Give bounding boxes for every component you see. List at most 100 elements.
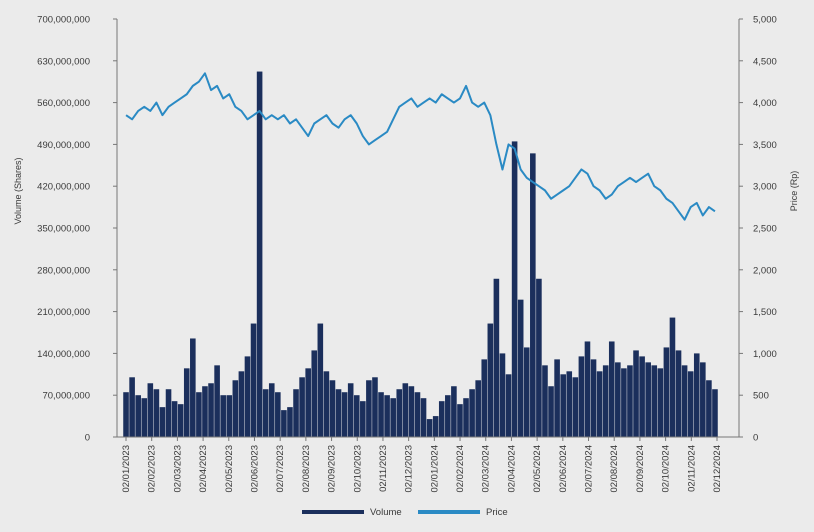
volume-bar bbox=[311, 350, 318, 437]
x-tick-label: 02/09/2024 bbox=[635, 445, 646, 493]
volume-bar bbox=[493, 278, 500, 437]
x-tick-label: 02/02/2024 bbox=[455, 445, 466, 493]
volume-bar bbox=[566, 371, 573, 437]
y-right-tick-label: 500 bbox=[753, 391, 769, 402]
volume-bar bbox=[432, 416, 439, 437]
volume-bar bbox=[523, 347, 530, 437]
volume-bar bbox=[147, 383, 154, 437]
x-tick-label: 02/07/2024 bbox=[584, 445, 595, 493]
y-left-tick-label: 350,000,000 bbox=[37, 224, 90, 235]
volume-bar bbox=[536, 278, 542, 437]
volume-bar bbox=[372, 377, 378, 437]
volume-bar bbox=[578, 356, 585, 437]
volume-bar bbox=[572, 377, 579, 437]
y-left-tick-label: 140,000,000 bbox=[37, 349, 90, 360]
volume-bar bbox=[250, 323, 257, 437]
volume-bar bbox=[305, 368, 311, 437]
volume-bar bbox=[687, 371, 694, 437]
x-tick-label: 02/11/2024 bbox=[686, 445, 697, 492]
volume-bar bbox=[481, 359, 488, 437]
volume-bar bbox=[554, 359, 560, 437]
y-left-tick-label: 630,000,000 bbox=[37, 56, 90, 67]
legend-price-label: Price bbox=[486, 507, 508, 518]
volume-bar bbox=[639, 356, 645, 437]
volume-bar bbox=[487, 323, 494, 437]
volume-bar bbox=[244, 356, 251, 437]
y-axis-left-title: Volume (Shares) bbox=[13, 157, 23, 224]
x-tick-label: 02/06/2023 bbox=[249, 445, 260, 493]
volume-bar bbox=[505, 374, 512, 437]
volume-bar bbox=[675, 350, 682, 437]
price-line bbox=[125, 72, 716, 221]
y-left-tick-label: 700,000,000 bbox=[37, 15, 90, 26]
volume-bar bbox=[171, 401, 178, 437]
volume-bar bbox=[141, 398, 148, 437]
volume-bar bbox=[651, 365, 658, 437]
volume-bar bbox=[530, 153, 536, 438]
volume-bar bbox=[214, 365, 220, 437]
volume-bar bbox=[414, 392, 421, 437]
x-tick-label: 02/05/2024 bbox=[532, 445, 543, 493]
y-left-tick-label: 280,000,000 bbox=[37, 265, 90, 276]
volume-bar bbox=[183, 368, 190, 437]
volume-bar bbox=[360, 401, 366, 437]
volume-bar bbox=[426, 419, 433, 437]
volume-bar bbox=[341, 392, 348, 437]
plot-area bbox=[123, 71, 718, 438]
volume-bar bbox=[232, 380, 239, 437]
volume-bar bbox=[596, 371, 603, 437]
y-axis-right-title: Price (Rp) bbox=[789, 171, 799, 212]
volume-bar bbox=[335, 389, 342, 437]
volume-bar bbox=[238, 371, 245, 437]
volume-bar bbox=[517, 299, 524, 437]
volume-bar bbox=[396, 389, 403, 437]
volume-bar bbox=[384, 395, 390, 437]
volume-bar bbox=[511, 141, 518, 437]
volume-bar bbox=[226, 395, 233, 437]
volume-bar bbox=[159, 407, 166, 437]
volume-bar bbox=[299, 377, 305, 437]
y-right-tick-label: 4,500 bbox=[753, 56, 777, 67]
x-tick-label: 02/08/2024 bbox=[609, 445, 620, 493]
x-tick-label: 02/09/2023 bbox=[327, 445, 338, 493]
volume-bar bbox=[390, 398, 396, 437]
volume-bar bbox=[681, 365, 688, 437]
x-tick-label: 02/07/2023 bbox=[275, 445, 286, 493]
x-tick-label: 02/04/2023 bbox=[198, 445, 209, 493]
x-tick-label: 02/10/2024 bbox=[661, 445, 672, 493]
volume-bar bbox=[196, 392, 202, 437]
y-right-tick-label: 3,500 bbox=[753, 140, 777, 151]
y-right-tick-label: 3,000 bbox=[753, 182, 777, 193]
volume-bar bbox=[669, 317, 676, 437]
x-tick-label: 02/03/2024 bbox=[481, 445, 492, 493]
volume-bar bbox=[262, 389, 269, 437]
y-right-tick-label: 2,500 bbox=[753, 224, 777, 235]
volume-bar bbox=[165, 389, 172, 437]
volume-bar bbox=[693, 353, 700, 437]
x-tick-label: 02/12/2023 bbox=[404, 445, 415, 493]
volume-bar bbox=[645, 362, 651, 437]
volume-bar bbox=[402, 383, 409, 437]
volume-bar bbox=[123, 392, 129, 437]
y-left-tick-label: 420,000,000 bbox=[37, 182, 90, 193]
x-tick-label: 02/12/2024 bbox=[712, 445, 723, 493]
volume-bar bbox=[220, 395, 226, 437]
volume-bar bbox=[317, 323, 324, 437]
volume-bar bbox=[256, 71, 263, 438]
x-tick-label: 02/05/2023 bbox=[224, 445, 235, 493]
volume-bar bbox=[329, 380, 336, 437]
legend-volume-swatch bbox=[302, 510, 364, 514]
volume-bar bbox=[560, 374, 566, 437]
x-tick-label: 02/08/2023 bbox=[301, 445, 312, 493]
y-left-tick-label: 490,000,000 bbox=[37, 140, 90, 151]
x-tick-label: 02/01/2023 bbox=[121, 445, 132, 493]
y-left-tick-label: 70,000,000 bbox=[42, 391, 90, 402]
x-tick-label: 02/04/2024 bbox=[506, 445, 517, 493]
volume-bar bbox=[542, 365, 548, 437]
volume-bar bbox=[663, 347, 670, 437]
volume-bar bbox=[445, 395, 451, 437]
volume-bar bbox=[420, 398, 427, 437]
volume-bar bbox=[621, 368, 627, 437]
legend: Volume Price bbox=[302, 507, 508, 518]
